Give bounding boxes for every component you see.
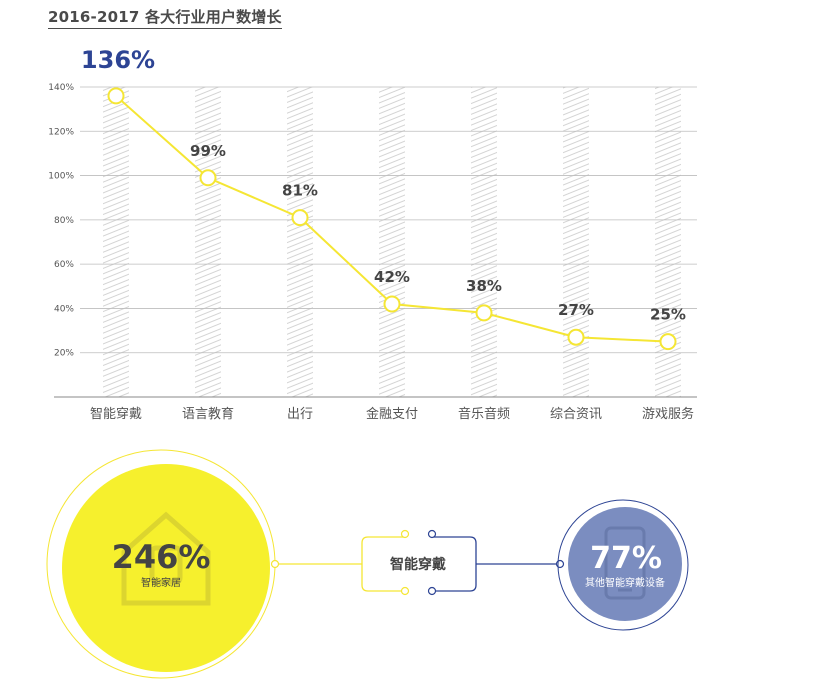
data-points bbox=[107, 87, 677, 351]
y-tick-label: 120% bbox=[48, 127, 74, 137]
line-chart: 20% 40% 60% 80% 100% 120% 140% 智能穿戴 语言教育 出行 金融支付 音乐… bbox=[48, 46, 697, 422]
x-tick-label: 语言教育 bbox=[182, 406, 234, 422]
data-label: 99% bbox=[190, 142, 226, 160]
smart-home-label: 智能家居 bbox=[141, 576, 181, 589]
hatch-column bbox=[471, 87, 497, 397]
x-tick-label: 出行 bbox=[287, 407, 313, 422]
house-icon bbox=[121, 511, 211, 606]
data-label: 27% bbox=[558, 301, 594, 319]
center-box-left-bracket bbox=[361, 536, 405, 592]
other-wearables-circle bbox=[568, 507, 682, 621]
hatch-column bbox=[103, 87, 129, 397]
x-tick-label: 智能穿戴 bbox=[90, 406, 142, 422]
data-label: 42% bbox=[374, 268, 410, 286]
y-tick-label: 40% bbox=[54, 304, 74, 314]
data-label-highlight: 136% bbox=[81, 46, 155, 74]
other-wearables-value: 77% bbox=[590, 541, 662, 576]
data-point bbox=[107, 87, 125, 105]
data-label: 81% bbox=[282, 182, 318, 200]
x-tick-label: 金融支付 bbox=[366, 406, 418, 422]
x-tick-label: 音乐音频 bbox=[458, 406, 510, 422]
data-point bbox=[659, 333, 677, 351]
hatch-column bbox=[379, 87, 405, 397]
data-point bbox=[383, 295, 401, 313]
data-point bbox=[199, 169, 217, 187]
smart-home-value: 246% bbox=[112, 538, 211, 576]
hatch-column bbox=[287, 87, 313, 397]
page-title: 2016-2017 各大行业用户数增长 bbox=[48, 6, 282, 29]
other-wearables-outer-ring bbox=[557, 499, 689, 631]
x-tick-label: 游戏服务 bbox=[642, 406, 694, 422]
data-label: 25% bbox=[650, 306, 686, 324]
y-tick-label: 60% bbox=[54, 260, 74, 270]
hatch-column bbox=[195, 87, 221, 397]
phone-icon bbox=[604, 526, 646, 600]
data-point bbox=[475, 304, 493, 322]
y-tick-label: 20% bbox=[54, 349, 74, 359]
data-labels: 136% 99% 81% 42% 38% 27% 25% bbox=[81, 46, 686, 324]
x-tick-label: 综合资讯 bbox=[550, 407, 602, 422]
y-tick-label: 100% bbox=[48, 172, 74, 182]
y-tick-label: 80% bbox=[54, 216, 74, 226]
center-box-label: 智能穿戴 bbox=[389, 556, 446, 573]
data-label: 38% bbox=[466, 277, 502, 295]
other-wearables-label: 其他智能穿戴设备 bbox=[585, 576, 665, 589]
data-point bbox=[567, 328, 585, 346]
data-point bbox=[291, 209, 309, 227]
y-tick-label: 140% bbox=[48, 83, 74, 93]
connector-left-dot bbox=[270, 559, 280, 569]
axis: 20% 40% 60% 80% 100% 120% 140% 智能穿戴 语言教育 出行 金融支付 音乐… bbox=[48, 83, 697, 422]
smart-home-circle bbox=[62, 464, 270, 672]
